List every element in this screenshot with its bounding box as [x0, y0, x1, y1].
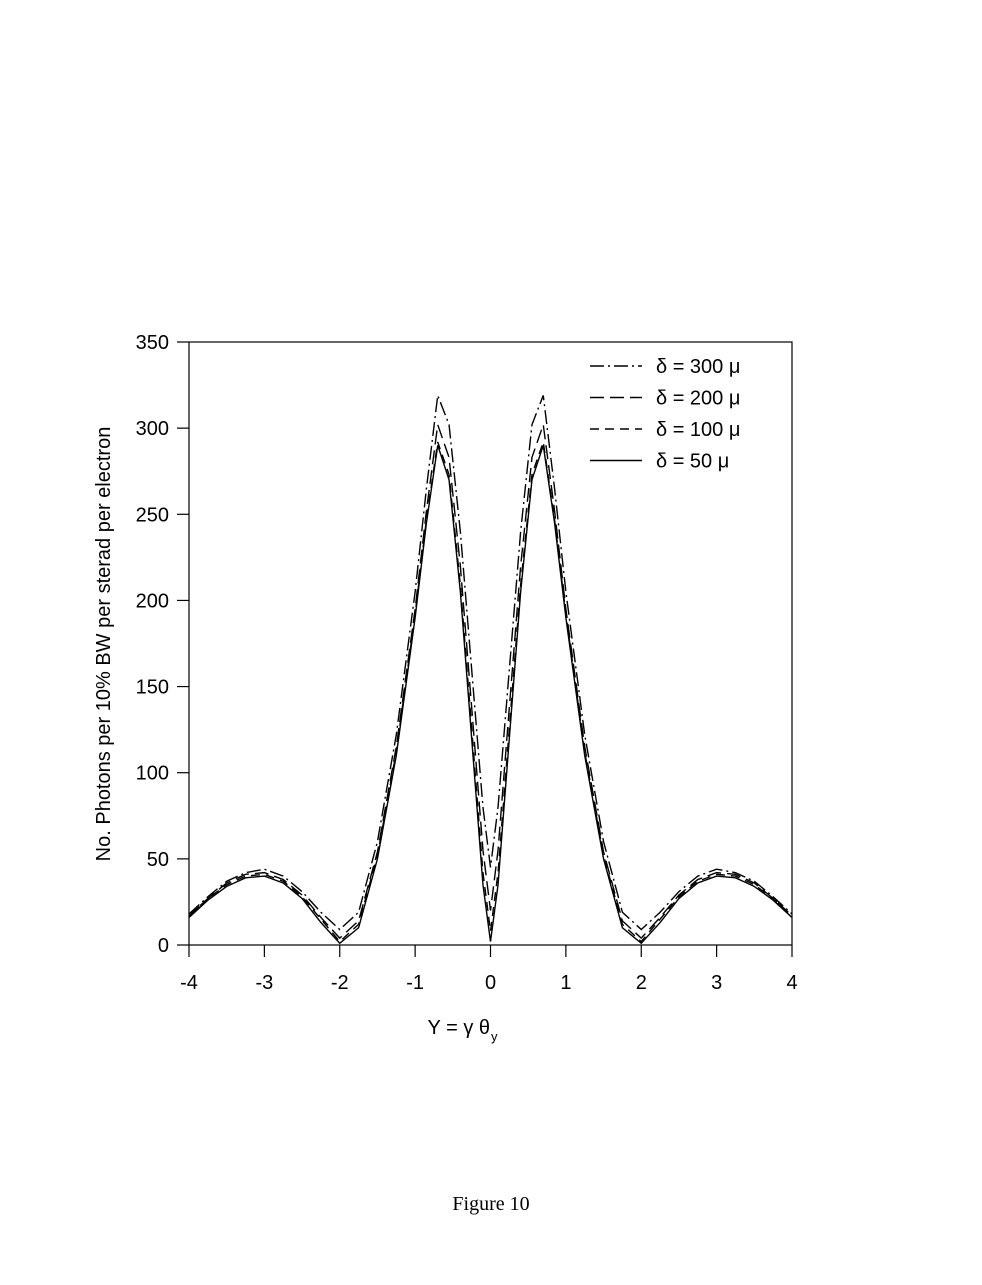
y-tick-label: 150 [136, 677, 169, 699]
legend-label: δ = 50 μ [656, 451, 729, 473]
x-tick-label: 4 [786, 972, 797, 994]
x-tick-label: -2 [331, 972, 349, 994]
series-line [188, 441, 793, 943]
series-line [188, 395, 793, 931]
series-line [188, 424, 793, 940]
y-tick-label: 350 [136, 332, 169, 354]
y-tick-label: 50 [147, 849, 169, 871]
x-tick-label: -1 [406, 972, 424, 994]
x-axis-label: Y = γ θ [428, 1017, 490, 1039]
x-tick-label: -3 [255, 972, 273, 994]
x-tick-label: 3 [711, 972, 722, 994]
x-tick-label: -4 [180, 972, 198, 994]
x-tick-label: 0 [485, 972, 496, 994]
x-axis-label-subscript: y [491, 1029, 498, 1044]
y-tick-label: 250 [136, 504, 169, 526]
caption: Figure 10 [452, 1193, 529, 1215]
legend-label: δ = 200 μ [656, 388, 740, 410]
y-tick-label: 200 [136, 590, 169, 612]
series-line [188, 445, 793, 945]
y-tick-label: 100 [136, 763, 169, 785]
legend-label: δ = 100 μ [656, 419, 740, 441]
y-tick-label: 300 [136, 418, 169, 440]
x-tick-label: 2 [636, 972, 647, 994]
y-axis-label: No. Photons per 10% BW per sterad per el… [93, 427, 115, 862]
x-tick-label: 1 [560, 972, 571, 994]
legend-label: δ = 300 μ [656, 356, 740, 378]
y-tick-label: 0 [158, 935, 169, 957]
